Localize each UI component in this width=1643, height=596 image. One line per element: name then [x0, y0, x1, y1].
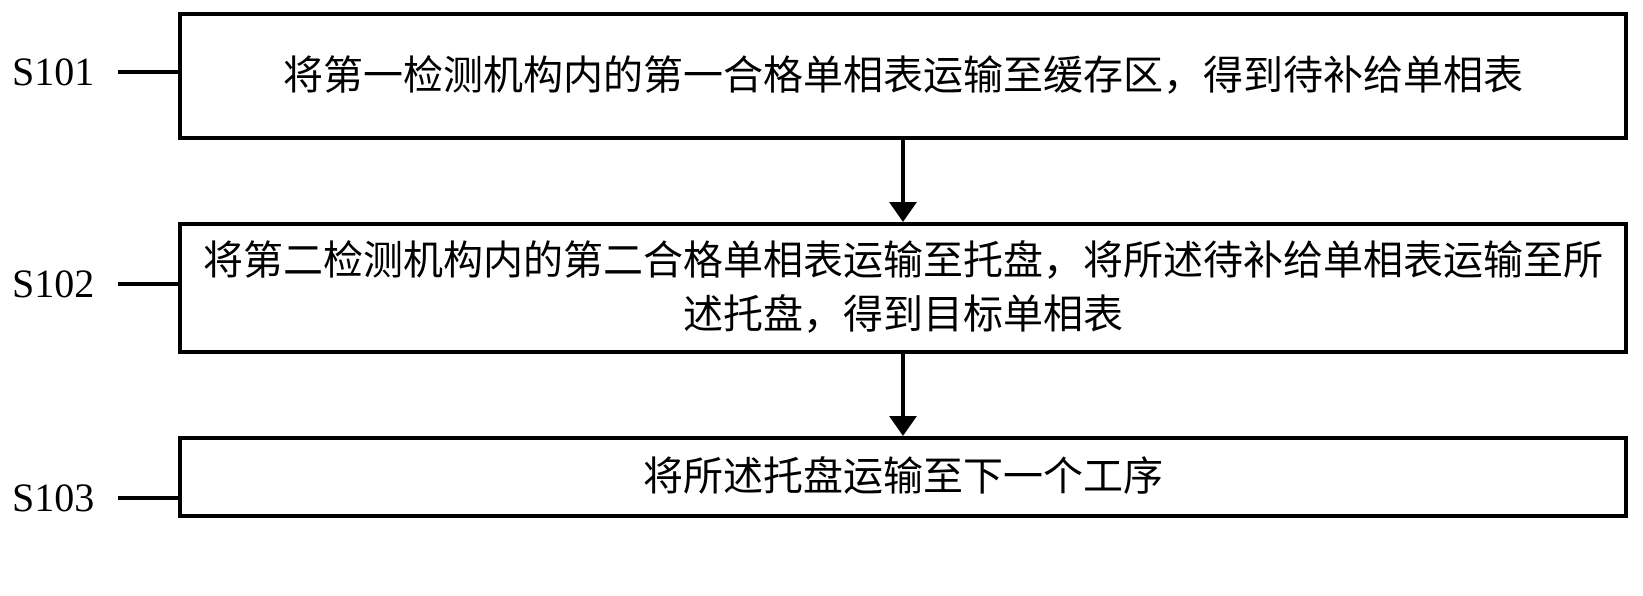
label-connector-s102: [118, 282, 178, 286]
step-text-s102: 将第二检测机构内的第二合格单相表运输至托盘，将所述待补给单相表运输至所述托盘，得…: [182, 234, 1624, 342]
step-label-s102: S102: [12, 260, 94, 307]
step-box-s103: 将所述托盘运输至下一个工序: [178, 436, 1628, 518]
step-box-s101: 将第一检测机构内的第一合格单相表运输至缓存区，得到待补给单相表: [178, 12, 1628, 140]
arrow-head-2: [889, 416, 917, 436]
label-connector-s101: [118, 70, 178, 74]
step-box-s102: 将第二检测机构内的第二合格单相表运输至托盘，将所述待补给单相表运输至所述托盘，得…: [178, 222, 1628, 354]
label-connector-s103: [118, 496, 178, 500]
step-text-s103: 将所述托盘运输至下一个工序: [182, 450, 1624, 504]
arrow-line-2: [901, 354, 905, 416]
step-text-s101: 将第一检测机构内的第一合格单相表运输至缓存区，得到待补给单相表: [182, 49, 1624, 103]
step-label-s101: S101: [12, 48, 94, 95]
flowchart-canvas: S101 将第一检测机构内的第一合格单相表运输至缓存区，得到待补给单相表 S10…: [0, 0, 1643, 596]
step-label-s103: S103: [12, 474, 94, 521]
arrow-head-1: [889, 202, 917, 222]
arrow-line-1: [901, 140, 905, 202]
